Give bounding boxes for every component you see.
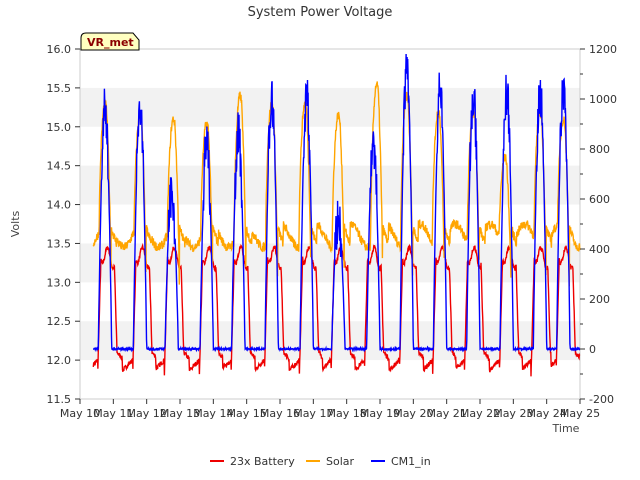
y-left-tick-label: 13.0 [47,276,72,289]
x-tick-label: May 15 [227,407,267,420]
y-left-axis-ticks: 11.5 12.0 12.5 13.0 13.5 14.0 14.5 15.0 15.5 16.0 [47,43,80,406]
chart-title: System Power Voltage [248,5,393,20]
y-right-tick-label: 0 [589,343,596,356]
y-right-tick-label: 200 [589,293,610,306]
grid-band-2 [80,165,580,205]
x-tick-label: May 18 [327,407,367,420]
y-right-tick-label: 800 [589,143,610,156]
x-tick-label: May 17 [293,407,333,420]
grid-band-0 [80,321,580,361]
x-tick-label: May 14 [193,407,233,420]
y-right-tick-label: 1000 [589,93,617,106]
y-left-tick-label: 12.0 [47,354,72,367]
y-right-tick-label: 400 [589,243,610,256]
legend-label-0: 23x Battery [230,455,295,468]
y-left-tick-label: 12.5 [47,315,72,328]
series-line-solar [92,81,581,287]
grid-bands [80,87,580,361]
x-tick-label: May 20 [393,407,433,420]
x-axis-label: Time [552,422,580,435]
series-line-23x-battery [92,242,581,377]
x-tick-label: May 21 [427,407,467,420]
x-tick-label: May 11 [93,407,133,420]
legend-label-2: CM1_in [391,455,431,468]
grid-band-3 [80,87,580,127]
y-right-tick-label: 1200 [589,43,617,56]
legend-label-1: Solar [326,455,355,468]
x-tick-label: May 12 [127,407,167,420]
x-tick-label: May 16 [260,407,300,420]
legend: 23x Battery Solar CM1_in [210,455,431,468]
y-left-tick-label: 15.0 [47,121,72,134]
y-left-tick-label: 14.0 [47,199,72,212]
x-tick-label: May 19 [360,407,400,420]
y-left-tick-label: 13.5 [47,237,72,250]
vr-met-badge: VR_met [80,32,140,51]
y-axis-label: Volts [9,210,22,237]
y-right-axis-ticks: -200 0 200 400 600 800 1000 1200 [580,43,617,406]
series-line-cm1-in [92,53,581,353]
y-left-tick-label: 15.5 [47,82,72,95]
x-tick-label: May 25 [560,407,600,420]
x-tick-label: May 22 [460,407,500,420]
badge-label: VR_met [87,36,134,49]
y-left-tick-label: 16.0 [47,43,72,56]
y-right-tick-label: -200 [589,393,614,406]
y-left-tick-label: 11.5 [47,393,72,406]
x-tick-label: May 10 [60,407,100,420]
series-lines [92,53,581,377]
x-tick-label: May 13 [160,407,200,420]
x-tick-label: May 23 [493,407,533,420]
x-tick-label: May 24 [527,407,567,420]
y-left-tick-label: 14.5 [47,160,72,173]
y-right-tick-label: 600 [589,193,610,206]
